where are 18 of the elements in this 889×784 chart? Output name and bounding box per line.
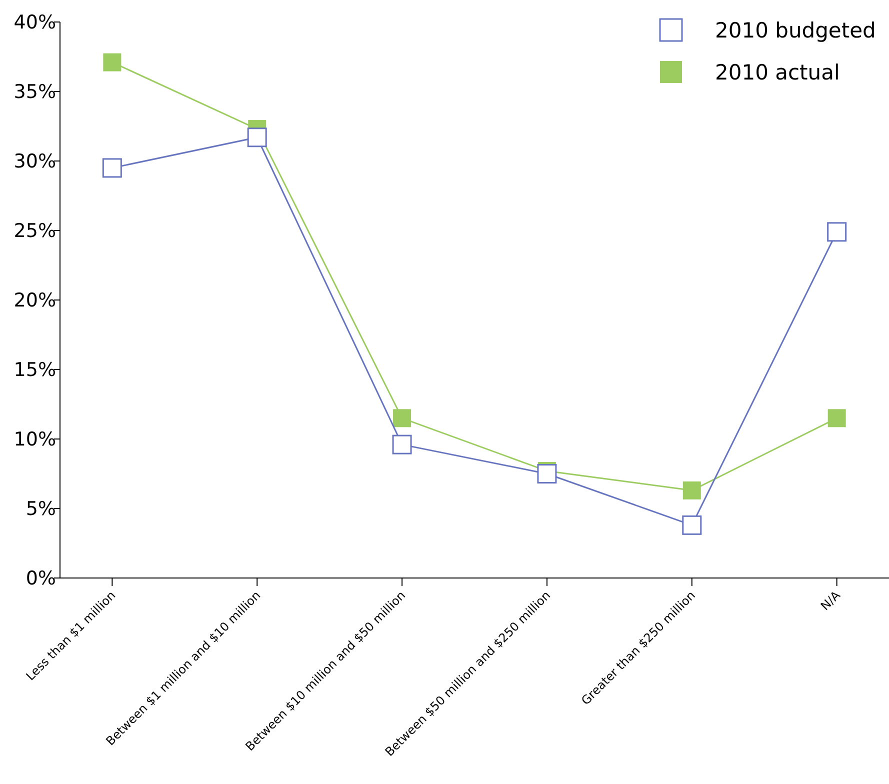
legend-label: 2010 budgeted — [715, 18, 876, 42]
y-tick-label: 5% — [26, 498, 56, 520]
y-tick-label: 0% — [26, 568, 56, 590]
point — [103, 53, 122, 72]
point — [828, 409, 846, 428]
point — [537, 464, 557, 484]
y-tick-label: 10% — [14, 428, 56, 451]
point — [247, 128, 267, 148]
y-tick-label: 25% — [14, 220, 56, 242]
legend-label: 2010 actual — [715, 60, 840, 84]
y-tick-label: 20% — [14, 290, 56, 312]
y-tick-label: 40% — [14, 12, 56, 34]
point — [682, 481, 701, 500]
y-tick-label: 35% — [14, 81, 56, 104]
y-tick-label: 15% — [14, 359, 56, 382]
point — [393, 409, 412, 428]
x-tick-label: N/A — [818, 588, 844, 614]
y-tick-label: 30% — [14, 150, 56, 173]
